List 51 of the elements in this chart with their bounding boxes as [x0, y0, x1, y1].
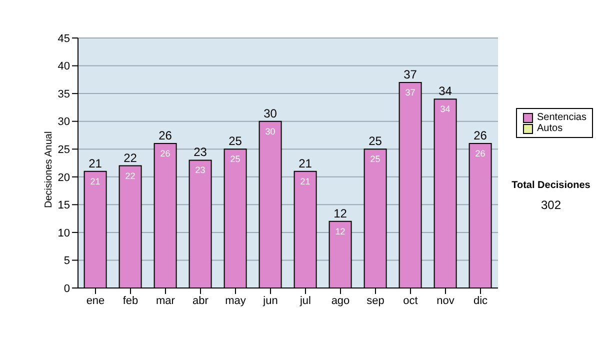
total-label: 25	[228, 134, 242, 148]
y-tick-label: 45	[58, 32, 70, 45]
data-label: 26	[160, 148, 170, 159]
data-label: 37	[405, 87, 416, 98]
total-label: 22	[124, 150, 138, 165]
data-label: 30	[265, 126, 276, 136]
y-tick-label: 0	[64, 282, 70, 295]
total-label: 26	[474, 128, 488, 143]
text: 302	[540, 198, 562, 212]
x-tick-label: oct	[403, 294, 418, 307]
x-tick-label: sep	[366, 294, 384, 307]
data-label: 21	[90, 176, 100, 186]
x-tick-label: dic	[473, 294, 488, 307]
legend-label: Sentencias	[537, 112, 586, 123]
data-label: 22	[125, 170, 136, 181]
y-tick-label: 35	[58, 88, 70, 100]
y-tick-label: 30	[58, 116, 70, 128]
total-label: 26	[158, 128, 172, 143]
x-tick-label: jul	[298, 294, 312, 307]
x-tick-label: may	[225, 294, 246, 307]
x-tick-label: ene	[86, 294, 105, 307]
y-tick-label: 10	[58, 227, 70, 240]
total-label: 30	[264, 106, 278, 120]
data-label: 34	[440, 104, 450, 114]
data-label: 12	[335, 226, 346, 236]
x-tick-label: nov	[436, 294, 455, 307]
y-tick-label: 40	[58, 60, 70, 73]
total-label: 21	[88, 156, 102, 170]
total-label: 23	[194, 145, 208, 160]
x-tick-label: abr	[192, 294, 209, 307]
data-label: 25	[370, 154, 380, 164]
total-label: 12	[334, 206, 348, 220]
y-tick-label: 15	[58, 200, 70, 212]
x-tick-label: ago	[331, 294, 350, 307]
legend-label: Autos	[537, 123, 563, 134]
text: Total Decisiones	[510, 180, 592, 191]
total-label: 37	[404, 67, 418, 82]
data-label: 23	[195, 165, 206, 176]
x-tick-label: mar	[156, 294, 176, 307]
y-tick-label: 25	[58, 144, 70, 156]
total-label: 34	[438, 84, 452, 98]
x-tick-label: jun	[262, 294, 278, 307]
y-tick-label: 5	[64, 255, 70, 268]
total-label: 21	[298, 156, 312, 170]
data-label: 26	[475, 148, 486, 159]
y-tick-label: 20	[58, 172, 70, 184]
total-label: 25	[368, 134, 382, 148]
y-axis-title: Decisiones Anual	[44, 131, 55, 208]
data-label: 21	[300, 176, 310, 186]
x-tick-label: feb	[122, 294, 138, 307]
data-label: 25	[230, 154, 240, 164]
